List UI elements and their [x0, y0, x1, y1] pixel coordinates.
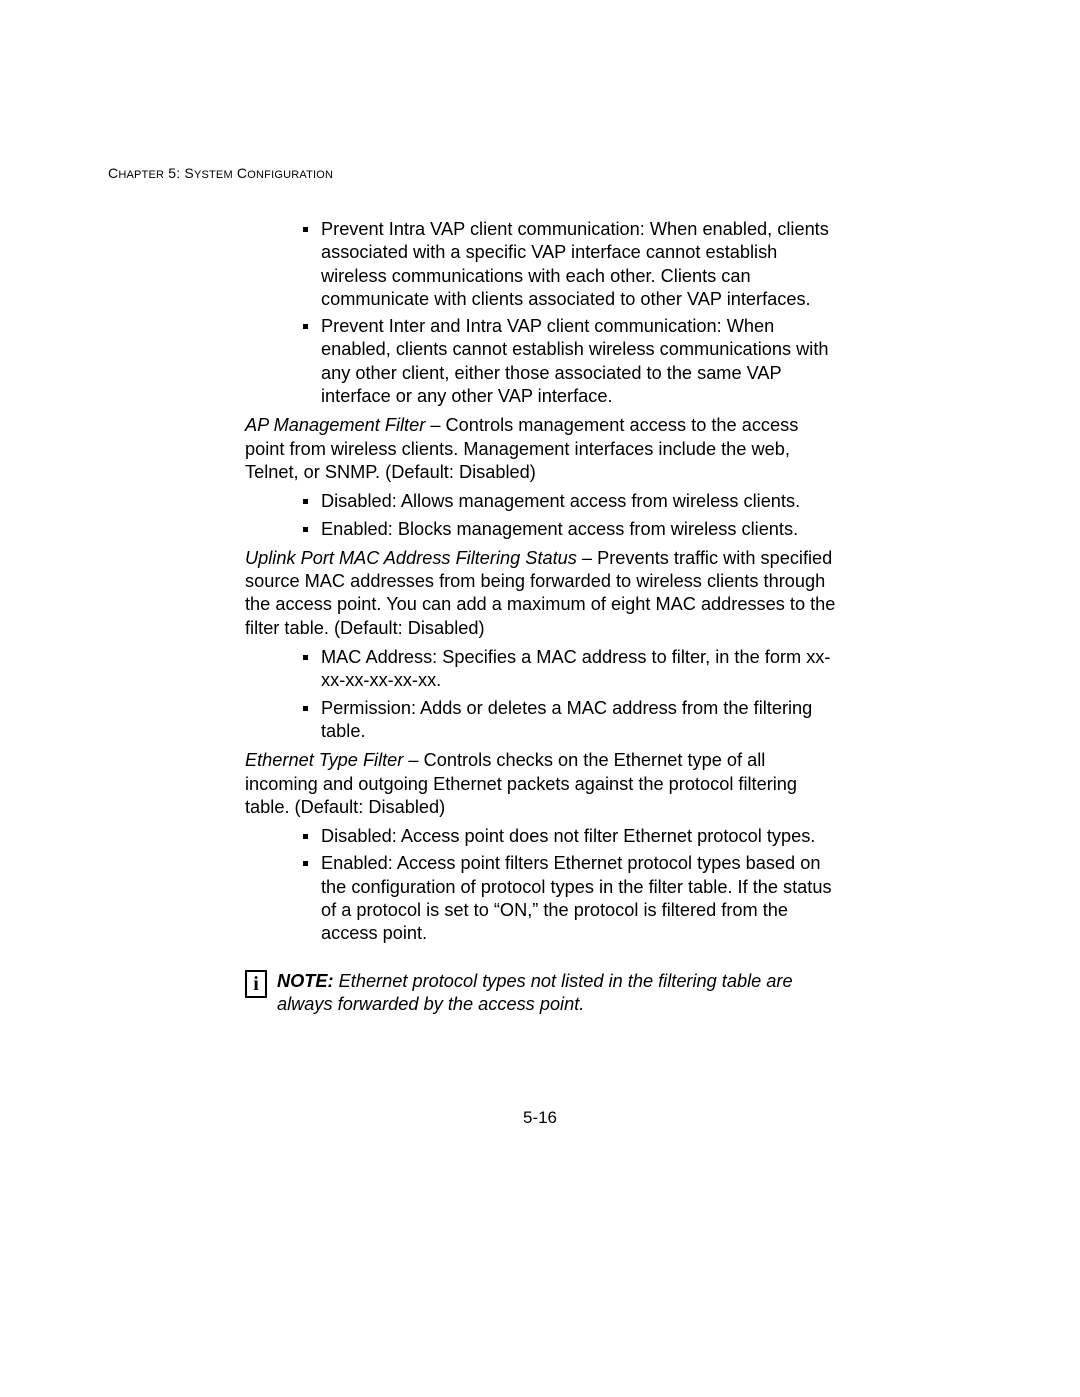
- vap-bullet-list: Prevent Intra VAP client communication: …: [297, 218, 840, 408]
- eth-bullet-list: Disabled: Access point does not filter E…: [297, 825, 840, 945]
- note-text-content: Ethernet protocol types not listed in th…: [277, 971, 793, 1014]
- list-item: MAC Address: Specifies a MAC address to …: [297, 646, 840, 693]
- list-item: Disabled: Access point does not filter E…: [297, 825, 840, 848]
- header-text: CHAPTER 5: SYSTEM CONFIGURATION: [108, 165, 333, 181]
- bullet-text: MAC Address: Specifies a MAC address to …: [321, 647, 830, 690]
- page-number: 5-16: [0, 1108, 1080, 1128]
- list-item: Disabled: Allows management access from …: [297, 490, 840, 513]
- term-ethernet: Ethernet Type Filter: [245, 750, 403, 770]
- ap-management-para: AP Management Filter – Controls manageme…: [245, 414, 840, 484]
- note-label: NOTE:: [277, 971, 334, 991]
- bullet-text: Permission: Adds or deletes a MAC addres…: [321, 698, 812, 741]
- ap-mgmt-bullets-block: Disabled: Allows management access from …: [245, 490, 840, 541]
- note-callout: i NOTE: Ethernet protocol types not list…: [245, 970, 840, 1017]
- list-item: Permission: Adds or deletes a MAC addres…: [297, 697, 840, 744]
- ap-mgmt-bullet-list: Disabled: Allows management access from …: [297, 490, 840, 541]
- uplink-bullets-block: MAC Address: Specifies a MAC address to …: [245, 646, 840, 743]
- info-icon: i: [245, 970, 267, 998]
- uplink-para: Uplink Port MAC Address Filtering Status…: [245, 547, 840, 640]
- note-body: NOTE: Ethernet protocol types not listed…: [277, 970, 840, 1017]
- ethernet-para: Ethernet Type Filter – Controls checks o…: [245, 749, 840, 819]
- bullet-text: Disabled: Access point does not filter E…: [321, 826, 815, 846]
- bullet-text: Disabled: Allows management access from …: [321, 491, 800, 511]
- list-item: Enabled: Access point filters Ethernet p…: [297, 852, 840, 945]
- list-item: Prevent Inter and Intra VAP client commu…: [297, 315, 840, 408]
- bullet-text: Prevent Inter and Intra VAP client commu…: [321, 316, 828, 406]
- list-item: Enabled: Blocks management access from w…: [297, 518, 840, 541]
- term-uplink: Uplink Port MAC Address Filtering Status: [245, 548, 577, 568]
- page-content: Prevent Intra VAP client communication: …: [245, 218, 840, 1016]
- list-item: Prevent Intra VAP client communication: …: [297, 218, 840, 311]
- bullet-text: Enabled: Access point filters Ethernet p…: [321, 853, 832, 943]
- eth-bullets-block: Disabled: Access point does not filter E…: [245, 825, 840, 945]
- term-ap-management: AP Management Filter: [245, 415, 425, 435]
- intro-bullets-block: Prevent Intra VAP client communication: …: [245, 218, 840, 408]
- document-page: CHAPTER 5: SYSTEM CONFIGURATION Prevent …: [0, 0, 1080, 1397]
- uplink-bullet-list: MAC Address: Specifies a MAC address to …: [297, 646, 840, 743]
- info-icon-glyph: i: [253, 974, 259, 994]
- bullet-text: Enabled: Blocks management access from w…: [321, 519, 798, 539]
- bullet-text: Prevent Intra VAP client communication: …: [321, 219, 829, 309]
- chapter-header: CHAPTER 5: SYSTEM CONFIGURATION: [108, 165, 333, 181]
